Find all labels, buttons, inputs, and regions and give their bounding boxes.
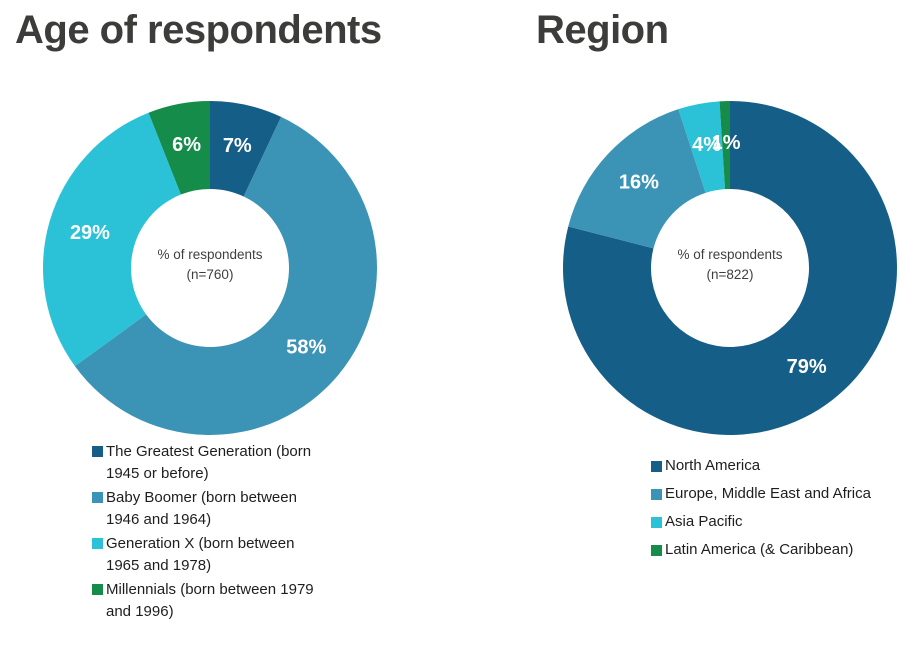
slice-value-label: 7% — [223, 135, 252, 157]
legend-label: Millennials (born between 1979 and 1996) — [106, 581, 314, 620]
legend-item: Baby Boomer (born between 1946 and 1964) — [92, 487, 328, 531]
legend-age: The Greatest Generation (born 1945 or be… — [92, 441, 328, 625]
center-label-region: % of respondents (n=822) — [630, 245, 830, 285]
legend-item: North America — [651, 456, 921, 476]
legend-label: North America — [665, 457, 761, 474]
legend-swatch-icon — [92, 492, 103, 503]
slice-value-label: 6% — [172, 134, 201, 156]
legend-swatch-icon — [651, 517, 662, 528]
legend-item: Latin America (& Caribbean) — [651, 540, 921, 560]
legend-label: Latin America (& Caribbean) — [665, 541, 854, 558]
legend-label: Generation X (born between 1965 and 1978… — [106, 535, 295, 574]
donut-slice — [210, 101, 282, 197]
donut-chart-age: 7% 58% 29% 6% — [43, 101, 377, 435]
donut-slice — [678, 101, 726, 193]
legend-label: Baby Boomer (born between 1946 and 1964) — [106, 489, 297, 528]
center-label-region-line2: (n=822) — [706, 267, 754, 282]
legend-item: The Greatest Generation (born 1945 or be… — [92, 441, 328, 485]
legend-swatch-icon — [92, 584, 103, 595]
legend-item: Generation X (born between 1965 and 1978… — [92, 533, 328, 577]
slice-value-label: 16% — [619, 171, 659, 193]
center-label-age-line1: % of respondents — [157, 247, 263, 262]
legend-swatch-icon — [92, 538, 103, 549]
legend-item: Europe, Middle East and Africa — [651, 484, 921, 504]
chart-title-region: Region — [536, 8, 669, 52]
chart-title-age: Age of respondents — [15, 8, 382, 52]
slice-value-label: 79% — [787, 356, 827, 378]
slice-value-label: 4% — [692, 134, 721, 156]
slice-value-label: 58% — [286, 337, 326, 359]
donut-slice — [74, 116, 377, 435]
center-label-age: % of respondents (n=760) — [110, 245, 310, 285]
center-label-region-line1: % of respondents — [677, 247, 783, 262]
legend-swatch-icon — [651, 489, 662, 500]
donut-slice — [563, 101, 897, 435]
legend-label: Europe, Middle East and Africa — [665, 485, 871, 502]
legend-item: Millennials (born between 1979 and 1996) — [92, 579, 328, 623]
center-label-age-line2: (n=760) — [186, 267, 234, 282]
slice-value-label: 1% — [712, 132, 741, 154]
legend-swatch-icon — [651, 461, 662, 472]
donut-chart-region: 79% 16% 4%1% — [563, 101, 897, 435]
legend-item: Asia Pacific — [651, 512, 921, 532]
legend-swatch-icon — [651, 545, 662, 556]
donut-slice — [568, 109, 706, 249]
legend-label: Asia Pacific — [665, 513, 743, 530]
donut-slice — [43, 112, 181, 367]
legend-region: North America Europe, Middle East and Afr… — [651, 456, 921, 568]
legend-label: The Greatest Generation (born 1945 or be… — [106, 443, 312, 482]
donut-slice — [719, 101, 730, 190]
slice-value-label: 29% — [70, 222, 110, 244]
legend-swatch-icon — [92, 446, 103, 457]
donut-slice — [148, 101, 210, 195]
